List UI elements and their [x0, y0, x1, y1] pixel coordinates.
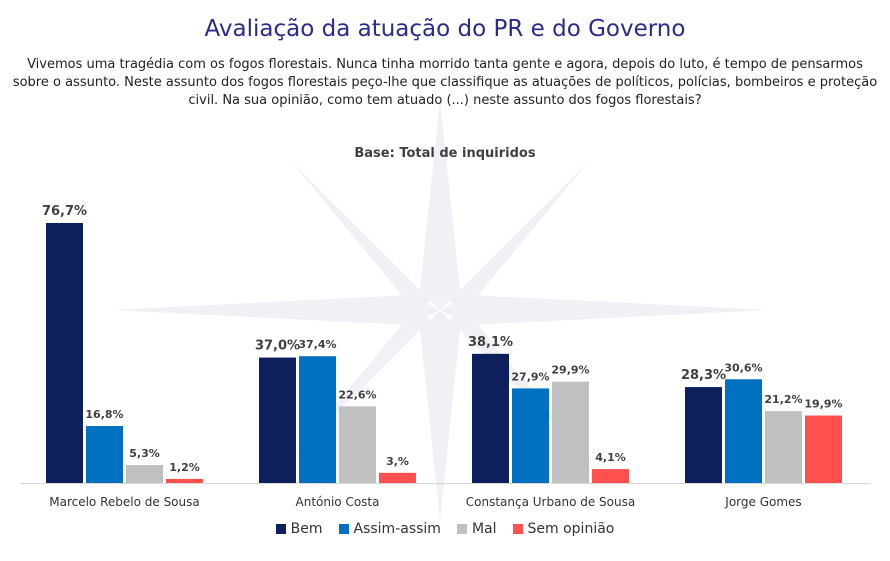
- chart-legend: Bem Assim-assim Mal Sem opinião: [0, 521, 890, 537]
- bar-bem-marcelo-rebelo-de-sousa: [46, 223, 83, 483]
- category-label-jorge-gomes: Jorge Gomes: [724, 495, 801, 509]
- bar-mal-marcelo-rebelo-de-sousa: [126, 465, 163, 483]
- legend-item-sem-opiniao: Sem opinião: [512, 521, 615, 537]
- chart-subtitle: Base: Total de inquiridos: [354, 146, 536, 161]
- bar-assim-assim-constanca-urbano-de-sousa: [512, 388, 549, 483]
- data-label-mal-marcelo-rebelo-de-sousa: 5,3%: [129, 447, 160, 460]
- bar-sem-opiniao-antonio-costa: [379, 472, 416, 483]
- legend-swatch-sem-opiniao: [512, 524, 523, 534]
- legend-label-mal: Mal: [471, 521, 497, 537]
- page-title: Avaliação da atuação do PR e do Governo: [204, 16, 686, 42]
- data-label-sem-opiniao-jorge-gomes: 19,9%: [804, 398, 842, 411]
- bar-sem-opiniao-jorge-gomes: [805, 415, 842, 483]
- data-label-assim-assim-jorge-gomes: 30,6%: [724, 361, 762, 374]
- data-label-sem-opiniao-marcelo-rebelo-de-sousa: 1,2%: [169, 461, 200, 474]
- bar-sem-opiniao-marcelo-rebelo-de-sousa: [166, 478, 203, 483]
- bar-assim-assim-marcelo-rebelo-de-sousa: [86, 426, 123, 483]
- category-label-constanca-urbano-de-sousa: Constança Urbano de Sousa: [466, 495, 635, 509]
- data-label-mal-jorge-gomes: 21,2%: [764, 393, 802, 406]
- legend-swatch-bem: [275, 524, 286, 534]
- data-label-mal-antonio-costa: 22,6%: [338, 388, 376, 401]
- legend-swatch-assim-assim: [338, 524, 349, 534]
- legend-item-assim-assim: Assim-assim: [338, 521, 441, 537]
- data-label-sem-opiniao-antonio-costa: 3,%: [386, 455, 409, 468]
- bar-mal-jorge-gomes: [765, 411, 802, 483]
- legend-label-assim-assim: Assim-assim: [353, 521, 441, 537]
- legend-item-mal: Mal: [456, 521, 497, 537]
- data-label-mal-constanca-urbano-de-sousa: 29,9%: [551, 364, 589, 377]
- data-label-bem-marcelo-rebelo-de-sousa: 76,7%: [42, 204, 87, 219]
- bar-bem-constanca-urbano-de-sousa: [472, 353, 509, 483]
- data-label-assim-assim-constanca-urbano-de-sousa: 27,9%: [511, 370, 549, 383]
- bar-mal-constanca-urbano-de-sousa: [552, 381, 589, 483]
- survey-question: Vivemos uma tragédia com os fogos flores…: [12, 57, 878, 108]
- data-label-assim-assim-marcelo-rebelo-de-sousa: 16,8%: [85, 408, 123, 421]
- category-label-antonio-costa: António Costa: [296, 495, 380, 509]
- data-label-bem-jorge-gomes: 28,3%: [681, 368, 726, 383]
- legend-swatch-mal: [456, 524, 467, 534]
- bar-bem-antonio-costa: [259, 357, 296, 483]
- data-label-bem-antonio-costa: 37,0%: [255, 339, 300, 354]
- data-label-sem-opiniao-constanca-urbano-de-sousa: 4,1%: [595, 451, 626, 464]
- category-label-marcelo-rebelo-de-sousa: Marcelo Rebelo de Sousa: [49, 495, 200, 509]
- legend-item-bem: Bem: [275, 521, 323, 537]
- star-watermark: [110, 100, 770, 520]
- bar-bem-jorge-gomes: [685, 387, 722, 483]
- bar-sem-opiniao-constanca-urbano-de-sousa: [592, 469, 629, 483]
- bar-assim-assim-antonio-costa: [299, 356, 336, 483]
- legend-label-bem: Bem: [290, 521, 323, 537]
- legend-label-sem-opiniao: Sem opinião: [527, 521, 615, 537]
- bar-mal-antonio-costa: [339, 406, 376, 483]
- data-label-bem-constanca-urbano-de-sousa: 38,1%: [468, 335, 513, 350]
- bar-assim-assim-jorge-gomes: [725, 379, 762, 483]
- data-label-assim-assim-antonio-costa: 37,4%: [298, 338, 336, 351]
